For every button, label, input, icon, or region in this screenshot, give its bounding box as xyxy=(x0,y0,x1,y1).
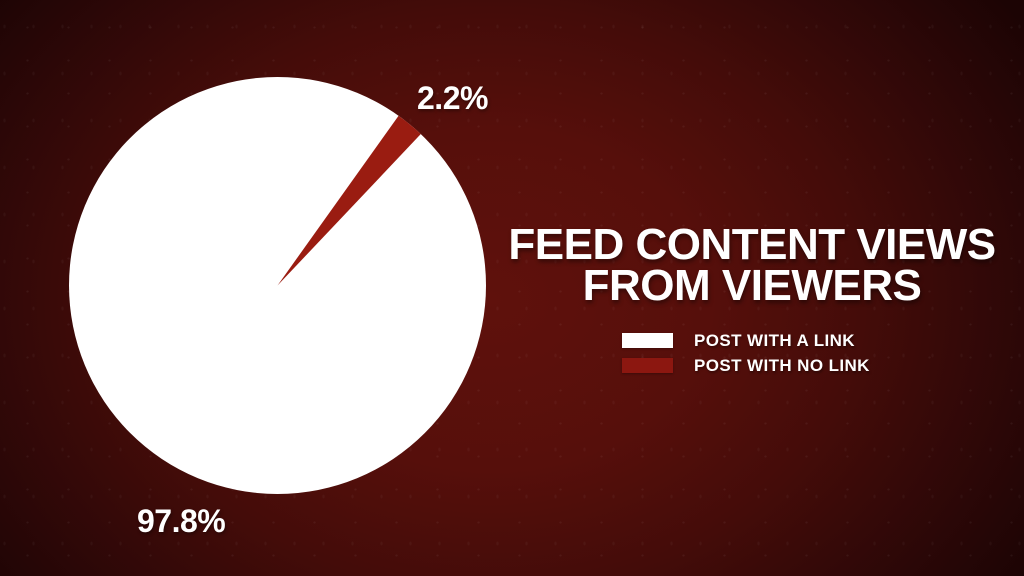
chart-title-line2: FROM VIEWERS xyxy=(582,261,922,311)
legend-item-post-with-link: POST WITH A LINK xyxy=(622,330,870,350)
legend: POST WITH A LINK POST WITH NO LINK xyxy=(622,330,870,375)
pie-label-with-link-percent: 97.8% xyxy=(137,503,226,539)
pie-label-no-link-percent: 2.2% xyxy=(417,80,488,116)
chart-title: FEED CONTENT VIEWS FROM VIEWERS xyxy=(464,220,1024,311)
pie-slice-post-with-no-link xyxy=(277,115,421,286)
legend-label-post-with-link: POST WITH A LINK xyxy=(694,330,855,350)
pie-chart xyxy=(69,77,486,494)
legend-label-post-with-no-link: POST WITH NO LINK xyxy=(694,355,870,375)
legend-swatch-red xyxy=(622,358,673,373)
chart-title-line1: FEED CONTENT VIEWS xyxy=(508,220,996,269)
legend-swatch-white xyxy=(622,333,673,348)
legend-item-post-with-no-link: POST WITH NO LINK xyxy=(622,355,870,375)
